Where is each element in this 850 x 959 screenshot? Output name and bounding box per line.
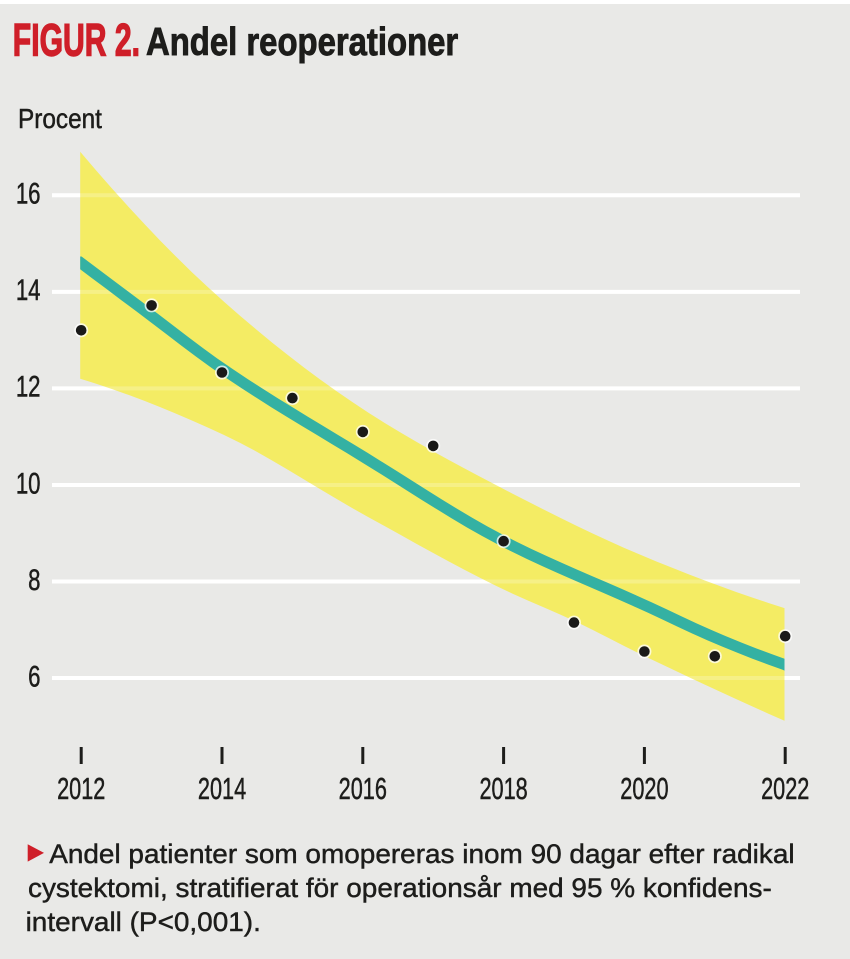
svg-text:cystektomi, stratifierat för o: cystektomi, stratifierat för operationså… [28, 873, 772, 903]
svg-text:2018: 2018 [479, 771, 527, 806]
svg-text:8: 8 [28, 563, 40, 597]
svg-text:14: 14 [16, 273, 41, 307]
svg-text:2014: 2014 [198, 771, 246, 806]
svg-text:Andel patienter som omopereras: Andel patienter som omopereras inom 90 d… [49, 838, 794, 868]
svg-text:2020: 2020 [620, 771, 668, 806]
svg-text:6: 6 [28, 659, 40, 693]
svg-text:12: 12 [16, 370, 41, 404]
svg-text:FIGUR 2.: FIGUR 2. [13, 15, 140, 66]
svg-text:Andel reoperationer: Andel reoperationer [146, 19, 458, 63]
svg-text:16: 16 [16, 176, 41, 210]
svg-text:2012: 2012 [57, 771, 105, 806]
svg-text:Procent: Procent [18, 102, 103, 134]
svg-text:2022: 2022 [761, 771, 809, 806]
svg-text:10: 10 [16, 466, 41, 500]
svg-text:2016: 2016 [339, 771, 387, 806]
svg-text:intervall (P<0,001).: intervall (P<0,001). [26, 907, 261, 937]
